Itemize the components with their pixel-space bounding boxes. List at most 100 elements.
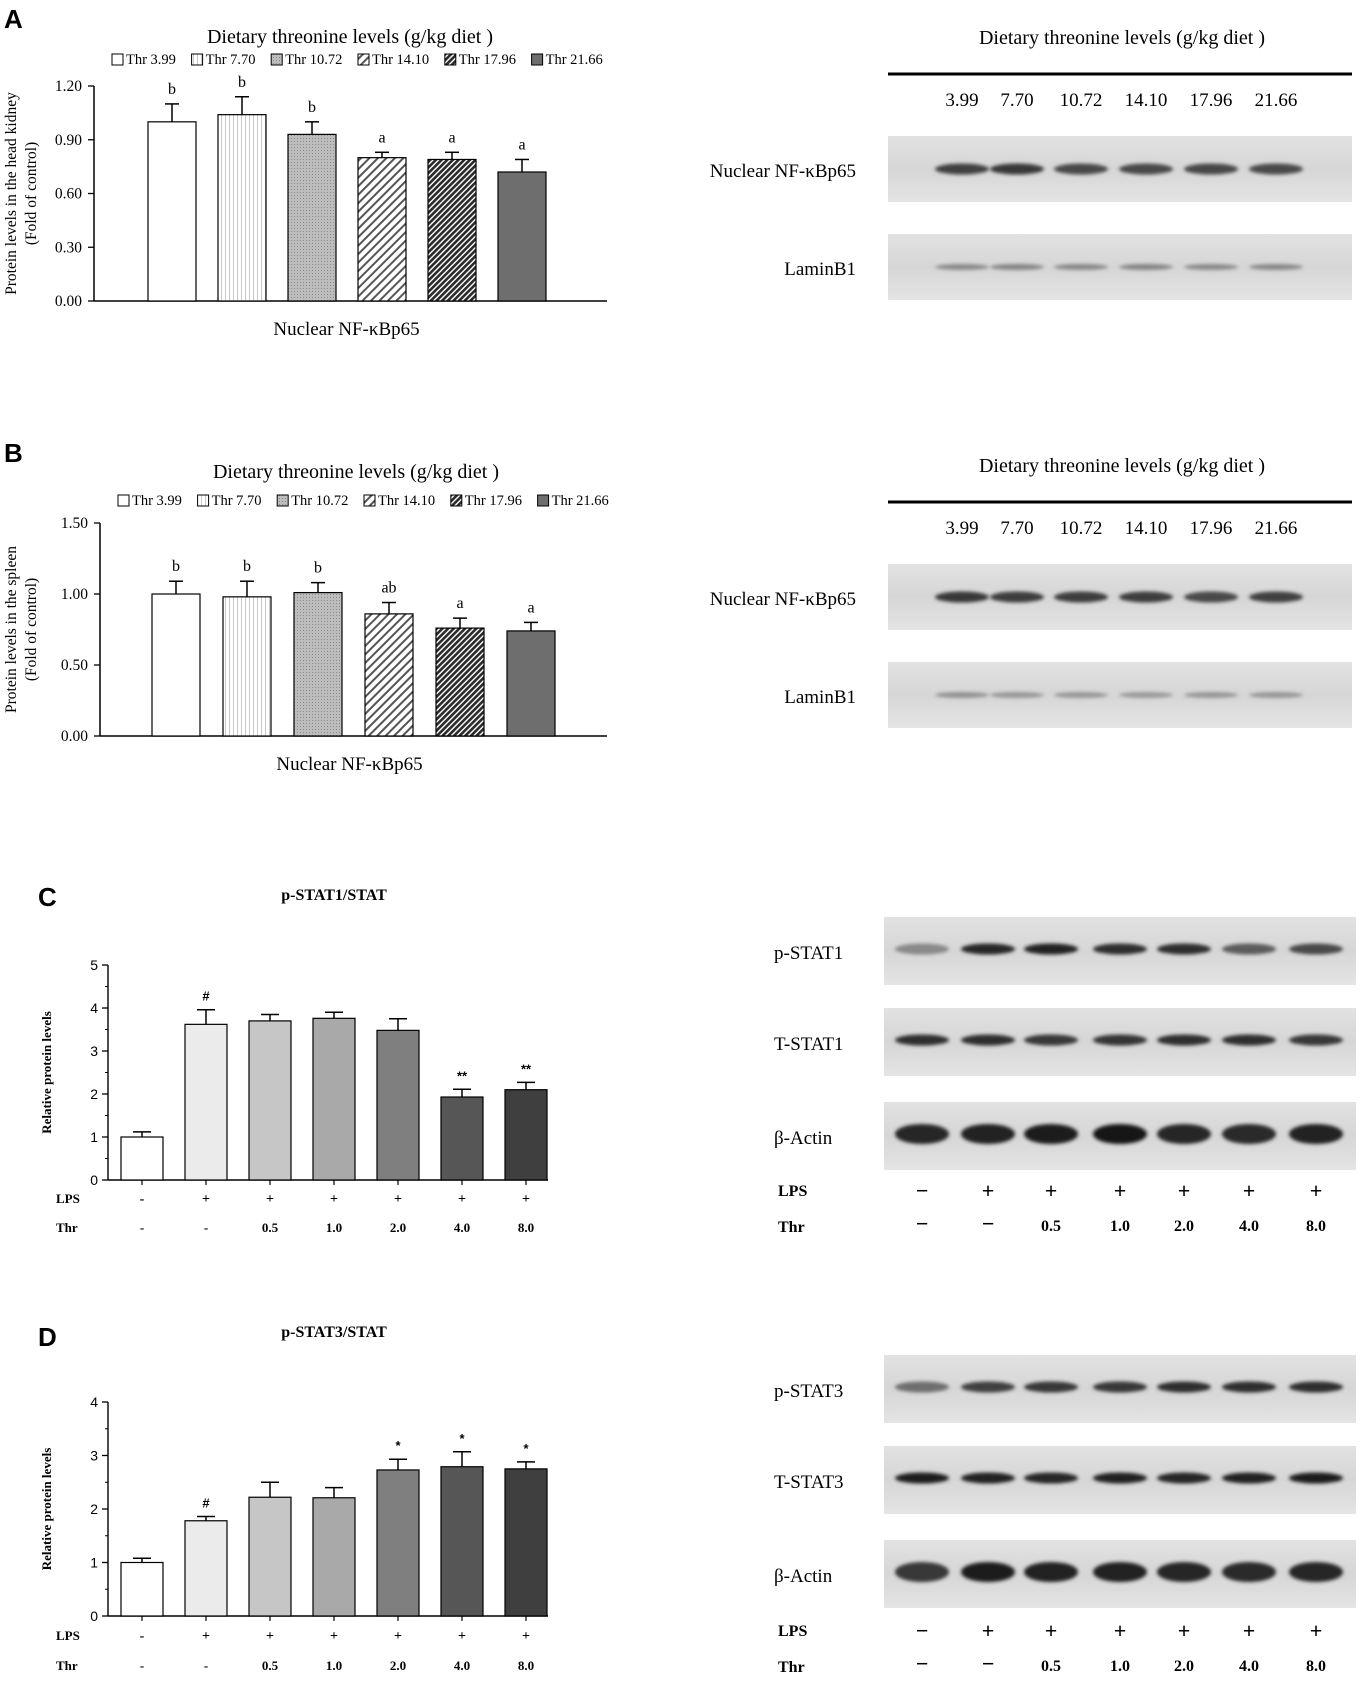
legend-swatch-1 — [111, 53, 124, 66]
blot-band — [1054, 692, 1108, 698]
blot-lane-label: 14.10 — [1125, 518, 1168, 539]
blot-thr-value: 4.0 — [1239, 1658, 1259, 1675]
blot-band — [1093, 943, 1147, 955]
blot-band — [1119, 692, 1173, 698]
blot-band — [1222, 1381, 1276, 1393]
y-tick-label: 3 — [90, 1448, 98, 1464]
chart-title: p-STAT1/STAT — [281, 887, 387, 904]
chart-b-spleen: Dietary threonine levels (g/kg diet ) Thr… — [3, 461, 609, 775]
blot-band — [1093, 1381, 1147, 1393]
blot-thr-value: 0.5 — [1041, 1658, 1061, 1675]
bar-thr-21-66 — [506, 630, 556, 737]
thr-value: - — [204, 1220, 208, 1235]
legend-label-4: Thr 14.10 — [378, 493, 435, 509]
lps-value: + — [330, 1629, 338, 1644]
blot-lps-value: + — [1243, 1178, 1256, 1203]
y-axis-label-unit: (Fold of control) — [23, 142, 40, 245]
lps-value: + — [458, 1192, 466, 1207]
blot-thr-value: − — [982, 1651, 995, 1676]
blot-row-label: p-STAT1 — [774, 943, 843, 964]
lps-value: + — [394, 1629, 402, 1644]
blot-band — [1222, 1562, 1276, 1582]
lps-value: + — [458, 1629, 466, 1644]
bar-thr-17-96 — [427, 158, 477, 302]
y-tick-label: 0.00 — [55, 293, 82, 310]
blot-row-label: Nuclear NF-κBp65 — [710, 161, 856, 182]
x-axis-label: Nuclear NF-κBp65 — [276, 754, 422, 775]
blot-band — [1289, 1124, 1343, 1144]
significance-label: a — [518, 136, 525, 153]
bar-thr-17-96 — [435, 627, 485, 737]
blot-band — [1157, 1381, 1211, 1393]
blot-band — [1184, 264, 1238, 270]
blot-band — [1054, 264, 1108, 270]
blot-band — [1093, 1124, 1147, 1144]
lps-value: + — [202, 1192, 210, 1207]
blot-band — [1289, 1562, 1343, 1582]
y-tick-label: 1.00 — [61, 586, 88, 603]
blot-band — [961, 1381, 1015, 1393]
blot-band — [935, 264, 989, 270]
thr-value: 2.0 — [390, 1220, 406, 1235]
blot-band — [1222, 1034, 1276, 1046]
bar-thr-7-70 — [217, 114, 267, 302]
y-axis-label: Relative protein levels — [39, 1011, 54, 1134]
legend-swatch-6 — [531, 53, 544, 66]
blot-thr-value: 1.0 — [1110, 1218, 1130, 1235]
thr-value: 4.0 — [454, 1658, 470, 1673]
blot-band — [1289, 943, 1343, 955]
blot-row-label: T-STAT1 — [774, 1034, 844, 1055]
blot-lps-value: + — [1310, 1618, 1323, 1643]
legend-label-5: Thr 17.96 — [465, 493, 522, 509]
y-tick-label: 3 — [90, 1043, 98, 1059]
lps-label: LPS — [56, 1628, 80, 1643]
blot-thr-value: 8.0 — [1306, 1218, 1326, 1235]
y-tick-label: 2 — [90, 1086, 98, 1102]
blot-band — [1249, 264, 1303, 270]
thr-value: 4.0 — [454, 1220, 470, 1235]
thr-value: 0.5 — [262, 1220, 279, 1235]
chart-title: Dietary threonine levels (g/kg diet ) — [213, 461, 499, 483]
blot-band — [895, 1472, 949, 1484]
bar-thr-10-72 — [293, 591, 343, 737]
thr-value: 8.0 — [518, 1658, 534, 1673]
legend-label-1: Thr 3.99 — [126, 52, 176, 68]
blot-lps-value: + — [982, 1178, 995, 1203]
blot-band — [1157, 1562, 1211, 1582]
western-blot-b: Dietary threonine levels (g/kg diet ) 3.9… — [710, 455, 1352, 728]
significance-label: b — [172, 558, 180, 575]
bar-group-2 — [184, 1520, 228, 1617]
western-blot-c: p-STAT1 T-STAT1 β-Actin LPS Thr − − + − +0.5 +1.0 +… — [774, 917, 1356, 1236]
y-tick-label: 0.30 — [55, 239, 82, 256]
thr-label: Thr — [56, 1220, 78, 1235]
blot-lane-label: 21.66 — [1255, 518, 1298, 539]
legend-label-6: Thr 21.66 — [552, 493, 609, 509]
panel-label-B: B — [4, 438, 23, 468]
chart-title: Dietary threonine levels (g/kg diet ) — [207, 26, 493, 48]
legend-label-6: Thr 21.66 — [546, 52, 603, 68]
blot-lps-value: + — [1310, 1178, 1323, 1203]
significance-label: a — [378, 129, 385, 146]
blot-band — [1249, 591, 1303, 603]
blot-band — [1024, 1562, 1078, 1582]
significance-label: ** — [521, 1061, 532, 1076]
y-tick-label: 1 — [90, 1129, 98, 1145]
y-tick-label: 0.60 — [55, 186, 82, 203]
lps-value: + — [266, 1192, 274, 1207]
blot-band — [1184, 692, 1238, 698]
blot-thr-value: − — [916, 1211, 929, 1236]
thr-value: 2.0 — [390, 1658, 406, 1673]
western-blot-a: Dietary threonine levels (g/kg diet ) 3.9… — [710, 27, 1352, 300]
significance-label: ab — [381, 580, 396, 597]
bar-group-5 — [376, 1469, 420, 1617]
legend-swatch-2 — [197, 494, 210, 507]
blot-band — [1157, 1472, 1211, 1484]
panel-label-C: C — [38, 882, 57, 912]
significance-label: b — [168, 81, 176, 98]
legend-label-2: Thr 7.70 — [206, 52, 256, 68]
chart-a-head-kidney: Dietary threonine levels (g/kg diet ) Thr… — [3, 26, 607, 340]
y-tick-label: 4 — [90, 1394, 98, 1410]
blot-band — [1184, 591, 1238, 603]
blot-band — [990, 163, 1044, 175]
